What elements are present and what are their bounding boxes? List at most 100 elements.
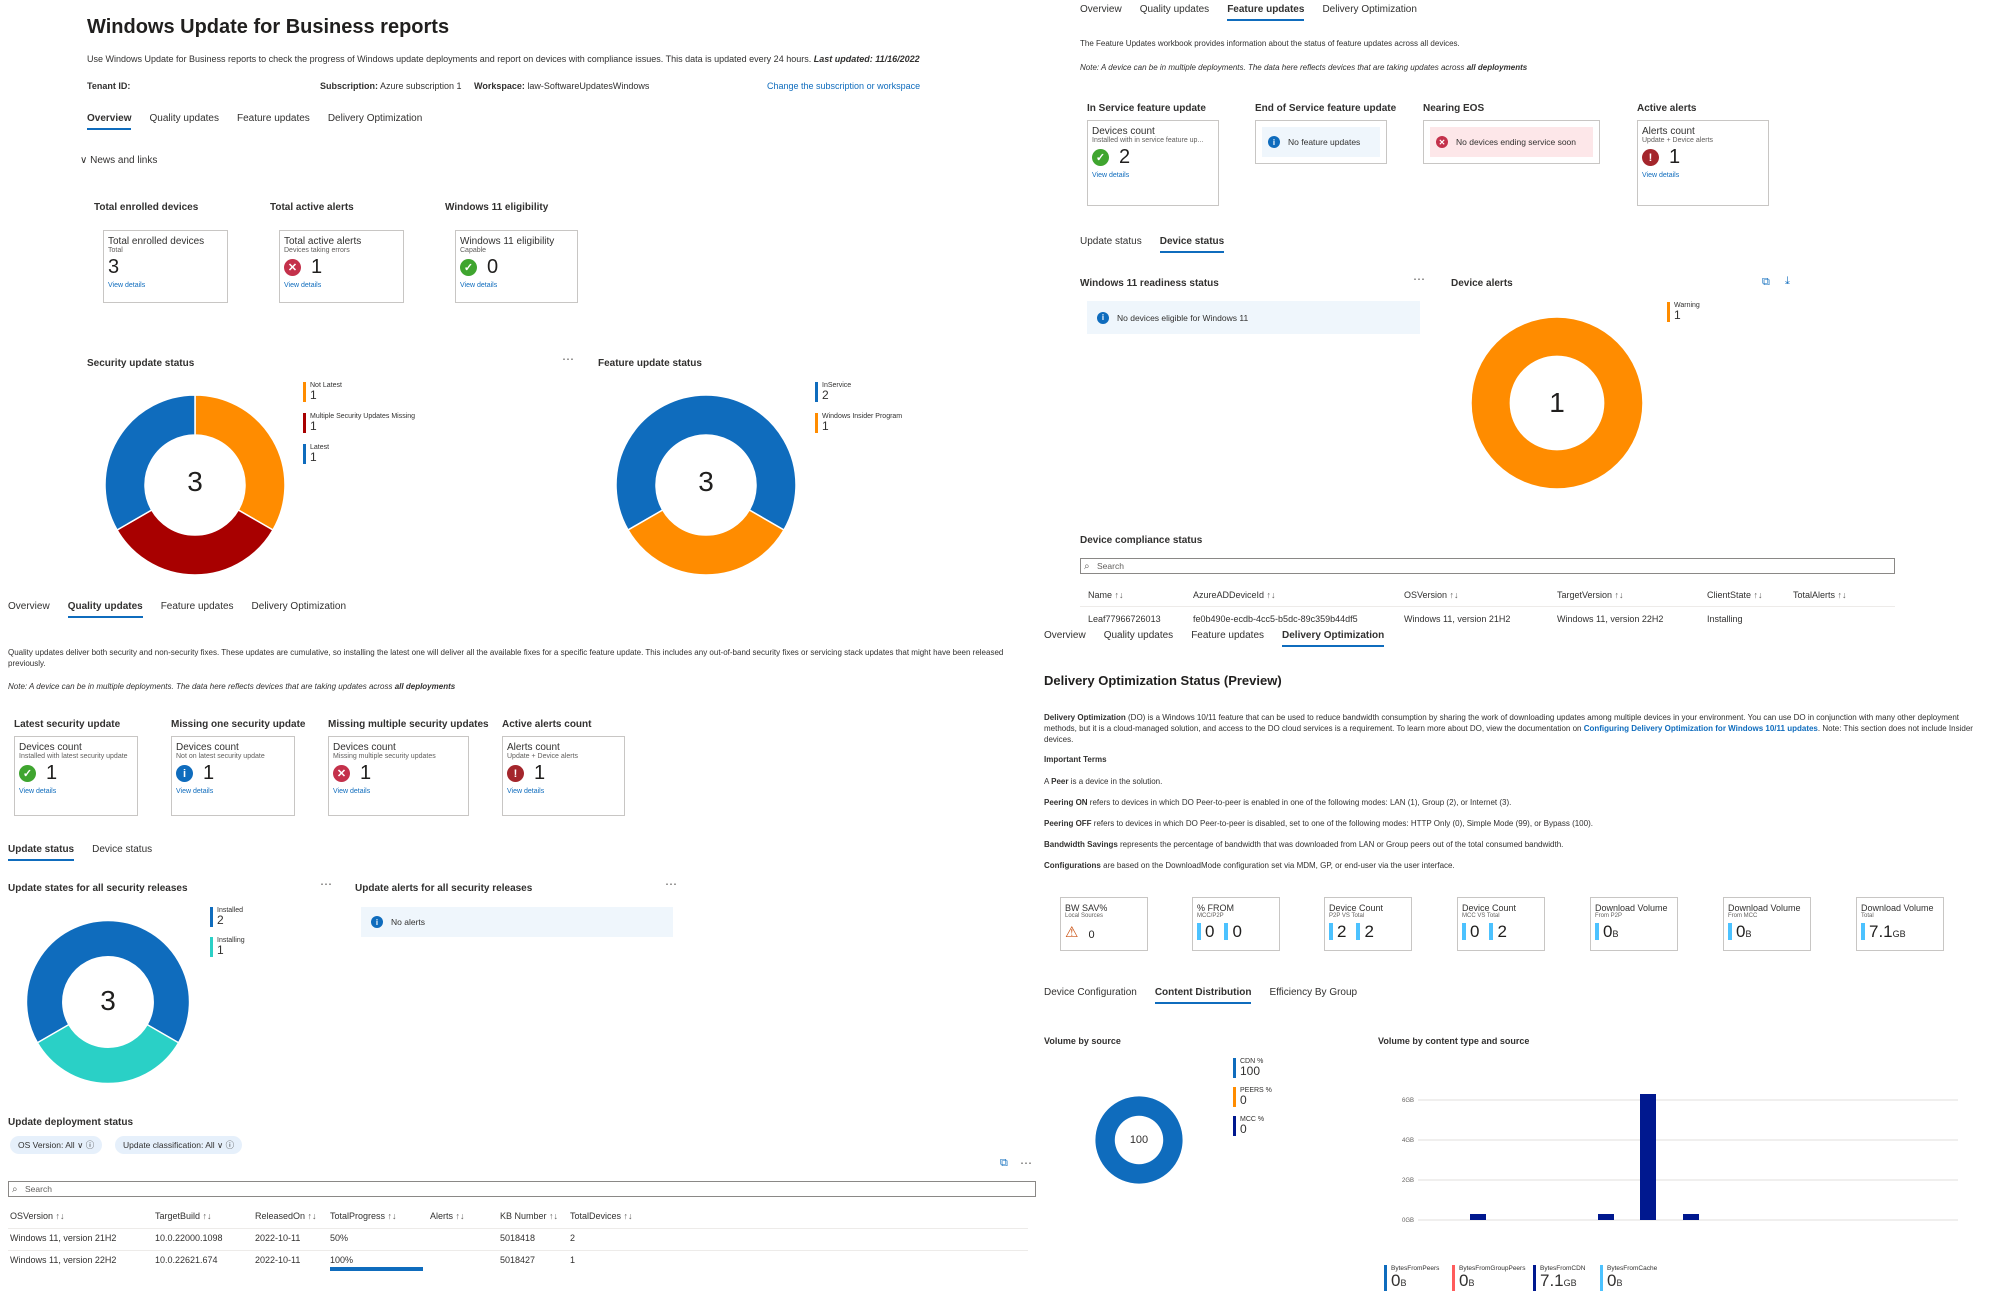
legend-item[interactable]: InService 2 [815, 382, 851, 402]
tab-quality-updates[interactable]: Quality updates [67, 601, 143, 618]
column-header[interactable]: TotalAlerts ↑↓ [1793, 590, 1847, 600]
bar[interactable] [1470, 1214, 1486, 1220]
donut-slice[interactable] [116, 508, 274, 576]
sort-icon[interactable]: ↑↓ [1612, 590, 1624, 600]
sort-icon[interactable]: ↑↓ [385, 1211, 397, 1221]
view-details-link[interactable]: View details [284, 282, 322, 289]
tab-delivery-optimization[interactable]: Delivery Optimization [327, 113, 423, 124]
column-header[interactable]: TotalDevices ↑↓ [570, 1211, 633, 1221]
tab-quality-updates[interactable]: Quality updates [1103, 630, 1174, 641]
share-icon[interactable]: ⧉ [1000, 1157, 1008, 1169]
legend-item[interactable]: Not Latest 1 [303, 382, 342, 402]
subtab-device-status[interactable]: Device status [92, 844, 153, 855]
table-cell-devices[interactable]: 1 [570, 1255, 576, 1265]
deploy-search-input[interactable]: Search [8, 1181, 1036, 1197]
do-docs-link[interactable]: Configuring Delivery Optimization for Wi… [1583, 723, 1818, 733]
legend-item[interactable]: MCC % 0 [1233, 1116, 1264, 1136]
tab-feature-updates[interactable]: Feature updates [1191, 630, 1265, 641]
sort-icon[interactable]: ↑↓ [200, 1211, 212, 1221]
news-and-links-toggle[interactable]: ∨ News and links [80, 155, 158, 166]
legend-item[interactable]: Multiple Security Updates Missing 1 [303, 413, 415, 433]
view-details-link[interactable]: View details [1642, 172, 1680, 179]
legend-item[interactable]: Installing 1 [210, 937, 245, 957]
tab-feature-updates[interactable]: Feature updates [160, 601, 234, 612]
legend-item[interactable]: BytesFromCache 0B [1600, 1265, 1657, 1291]
column-header[interactable]: TargetVersion ↑↓ [1557, 590, 1624, 600]
change-subscription-link[interactable]: Change the subscription or workspace [767, 81, 921, 91]
sort-icon[interactable]: ↑↓ [1751, 590, 1763, 600]
tab-delivery-optimization[interactable]: Delivery Optimization [1322, 4, 1417, 15]
sort-icon[interactable]: ↑↓ [546, 1211, 559, 1221]
donut-slice[interactable] [104, 394, 196, 532]
subtab-device-configuration[interactable]: Device Configuration [1044, 987, 1137, 998]
column-header[interactable]: KB Number ↑↓ [500, 1211, 559, 1221]
download-icon[interactable]: ⤓ [1785, 275, 1790, 287]
column-header[interactable]: AzureADDeviceId ↑↓ [1193, 590, 1276, 600]
tab-overview[interactable]: Overview [1080, 4, 1122, 15]
view-details-link[interactable]: View details [19, 788, 57, 795]
column-header[interactable]: Alerts ↑↓ [430, 1211, 465, 1221]
table-cell-kb[interactable]: 5018427 [500, 1255, 536, 1265]
more-options-icon[interactable]: ⋯ [1020, 1156, 1033, 1170]
column-header[interactable]: ClientState ↑↓ [1707, 590, 1763, 600]
sort-icon[interactable]: ↑↓ [1447, 590, 1459, 600]
view-details-link[interactable]: View details [176, 788, 214, 795]
donut-slice[interactable] [1095, 1096, 1183, 1184]
column-header[interactable]: OSVersion ↑↓ [1404, 590, 1459, 600]
view-details-link[interactable]: View details [507, 788, 545, 795]
view-details-link[interactable]: View details [1092, 172, 1130, 179]
legend-item[interactable]: Windows Insider Program 1 [815, 413, 902, 433]
bar[interactable] [1640, 1094, 1656, 1220]
legend-item[interactable]: Warning 1 [1667, 302, 1700, 322]
more-options-icon[interactable]: ⋯ [562, 352, 575, 366]
bar[interactable] [1598, 1214, 1614, 1220]
os-version-filter[interactable]: OS Version: All ∨ ⓘ [10, 1136, 103, 1154]
legend-item[interactable]: BytesFromPeers 0B [1384, 1265, 1439, 1291]
classification-filter[interactable]: Update classification: All ∨ ⓘ [115, 1136, 243, 1154]
tab-feature-updates[interactable]: Feature updates [236, 113, 310, 124]
column-header[interactable]: TargetBuild ↑↓ [155, 1211, 212, 1221]
donut-slice[interactable] [194, 394, 286, 532]
column-header[interactable]: ReleasedOn ↑↓ [255, 1211, 317, 1221]
legend-item[interactable]: Latest 1 [303, 444, 329, 464]
tab-overview[interactable]: Overview [87, 113, 132, 130]
tab-quality-updates[interactable]: Quality updates [1139, 4, 1210, 15]
sort-icon[interactable]: ↑↓ [453, 1211, 465, 1221]
view-details-link[interactable]: View details [460, 282, 498, 289]
legend-item[interactable]: BytesFromGroupPeers 0B [1452, 1265, 1525, 1291]
bar[interactable] [1683, 1214, 1699, 1220]
more-options-icon[interactable]: ⋯ [1413, 272, 1426, 286]
tab-delivery-optimization[interactable]: Delivery Optimization [251, 601, 347, 612]
sort-icon[interactable]: ↑↓ [621, 1211, 633, 1221]
subtab-content-distribution[interactable]: Content Distribution [1154, 987, 1252, 1004]
more-options-icon[interactable]: ⋯ [320, 877, 333, 891]
compliance-search-input[interactable]: Search [1080, 558, 1895, 574]
donut-slice[interactable] [615, 394, 797, 532]
subtab-update-status[interactable]: Update status [1080, 236, 1142, 247]
subtab-efficiency-by-group[interactable]: Efficiency By Group [1269, 987, 1358, 998]
tab-delivery-optimization[interactable]: Delivery Optimization [1282, 630, 1385, 647]
donut-slice[interactable] [25, 919, 191, 1044]
legend-item[interactable]: BytesFromCDN 7.1GB [1533, 1265, 1586, 1291]
tab-overview[interactable]: Overview [8, 601, 50, 612]
subtab-update-status[interactable]: Update status [8, 844, 75, 861]
table-cell-devices[interactable]: 2 [570, 1233, 576, 1243]
donut-slice[interactable] [627, 508, 785, 576]
table-row[interactable] [1080, 606, 1895, 628]
tab-quality-updates[interactable]: Quality updates [149, 113, 219, 124]
donut-slice[interactable] [36, 1023, 180, 1085]
legend-item[interactable]: CDN % 100 [1233, 1058, 1263, 1078]
table-cell-name[interactable]: Leaf77966726013 [1088, 614, 1161, 624]
view-details-link[interactable]: View details [108, 282, 146, 289]
sort-icon[interactable]: ↑↓ [305, 1211, 317, 1221]
tab-feature-updates[interactable]: Feature updates [1227, 4, 1305, 21]
column-header[interactable]: TotalProgress ↑↓ [330, 1211, 397, 1221]
view-details-link[interactable]: View details [333, 788, 371, 795]
table-row[interactable] [8, 1250, 1028, 1271]
legend-item[interactable]: Installed 2 [210, 907, 243, 927]
sort-icon[interactable]: ↑↓ [53, 1211, 65, 1221]
more-options-icon[interactable]: ⋯ [665, 877, 678, 891]
column-header[interactable]: OSVersion ↑↓ [10, 1211, 65, 1221]
legend-item[interactable]: PEERS % 0 [1233, 1087, 1272, 1107]
donut-slice[interactable] [1471, 317, 1643, 489]
